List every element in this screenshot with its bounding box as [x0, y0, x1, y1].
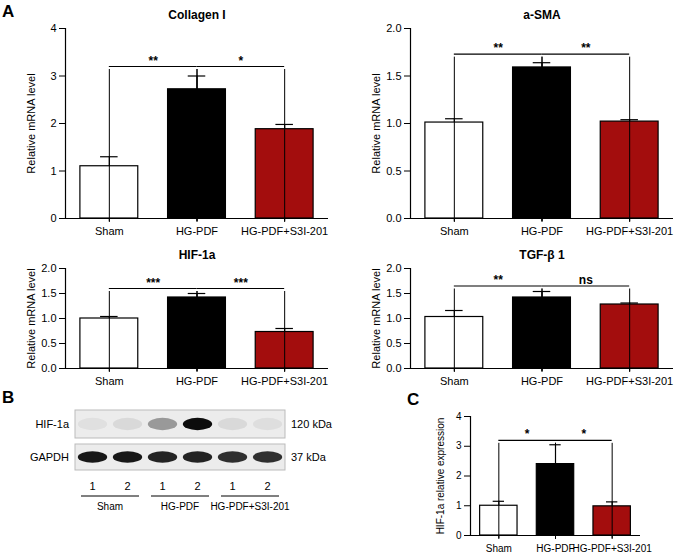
- svg-text:2: 2: [50, 117, 56, 129]
- svg-text:*: *: [581, 427, 586, 441]
- svg-text:2: 2: [456, 470, 462, 481]
- svg-text:HIF-1a: HIF-1a: [35, 418, 70, 430]
- html-text:A: A: [2, 2, 15, 21]
- svg-text:2.0: 2.0: [386, 262, 401, 274]
- svg-text:HG-PDF: HG-PDF: [521, 225, 563, 237]
- html-text:B: B: [2, 388, 15, 407]
- svg-text:Relative mRNA level: Relative mRNA level: [370, 268, 382, 368]
- svg-text:2.0: 2.0: [386, 22, 401, 34]
- svg-text:4: 4: [456, 411, 462, 422]
- svg-text:0.0: 0.0: [386, 212, 401, 224]
- svg-text:**: **: [493, 273, 503, 287]
- svg-text:***: ***: [146, 276, 160, 290]
- svg-text:1.0: 1.0: [41, 312, 56, 324]
- svg-text:1.0: 1.0: [386, 312, 401, 324]
- svg-text:1.0: 1.0: [386, 117, 401, 129]
- svg-text:HG-PDF: HG-PDF: [161, 501, 199, 512]
- svg-text:1.5: 1.5: [386, 287, 401, 299]
- svg-text:**: **: [581, 41, 591, 55]
- svg-text:HG-PDF+S3I-201: HG-PDF+S3I-201: [241, 375, 328, 387]
- svg-text:Sham: Sham: [440, 375, 469, 387]
- svg-text:HIF-1a: HIF-1a: [179, 248, 216, 262]
- svg-text:Sham: Sham: [486, 543, 512, 554]
- svg-text:HIF-1a relative expression: HIF-1a relative expression: [435, 418, 446, 535]
- svg-text:TGF-β 1: TGF-β 1: [519, 248, 565, 262]
- svg-text:2: 2: [264, 480, 270, 492]
- svg-text:0.5: 0.5: [386, 165, 401, 177]
- svg-text:HG-PDF+S3I-201: HG-PDF+S3I-201: [573, 543, 653, 554]
- svg-text:HG-PDF+S3I-201: HG-PDF+S3I-201: [586, 375, 673, 387]
- svg-text:HG-PDF+S3I-201: HG-PDF+S3I-201: [241, 225, 328, 237]
- svg-text:Relative mRNA level: Relative mRNA level: [25, 268, 37, 368]
- svg-text:Relative mRNA level: Relative mRNA level: [25, 73, 37, 173]
- svg-text:Sham: Sham: [440, 225, 469, 237]
- svg-text:0.5: 0.5: [41, 337, 56, 349]
- svg-text:HG-PDF+S3I-201: HG-PDF+S3I-201: [210, 501, 290, 512]
- svg-text:***: ***: [234, 276, 248, 290]
- svg-text:Relative mRNA level: Relative mRNA level: [370, 73, 382, 173]
- svg-text:3: 3: [456, 440, 462, 451]
- svg-text:0: 0: [50, 212, 56, 224]
- svg-text:1: 1: [229, 480, 235, 492]
- svg-text:0: 0: [456, 530, 462, 541]
- svg-text:1.5: 1.5: [386, 70, 401, 82]
- svg-text:1: 1: [456, 500, 462, 511]
- svg-text:4: 4: [50, 22, 56, 34]
- svg-text:2.0: 2.0: [41, 262, 56, 274]
- svg-text:37 kDa: 37 kDa: [291, 451, 327, 463]
- svg-text:HG-PDF: HG-PDF: [536, 543, 574, 554]
- html-text:C: C: [407, 390, 420, 409]
- svg-text:a-SMA: a-SMA: [523, 8, 561, 22]
- svg-text:2: 2: [124, 480, 130, 492]
- svg-text:Sham: Sham: [95, 375, 124, 387]
- svg-text:ns: ns: [579, 273, 593, 287]
- svg-text:1: 1: [159, 480, 165, 492]
- svg-text:HG-PDF: HG-PDF: [521, 375, 563, 387]
- svg-text:*: *: [525, 427, 530, 441]
- svg-text:HG-PDF: HG-PDF: [176, 375, 218, 387]
- svg-text:1: 1: [89, 480, 95, 492]
- svg-text:Sham: Sham: [97, 501, 123, 512]
- svg-text:Sham: Sham: [95, 225, 124, 237]
- svg-text:3: 3: [50, 70, 56, 82]
- svg-text:0.5: 0.5: [386, 337, 401, 349]
- svg-text:HG-PDF+S3I-201: HG-PDF+S3I-201: [586, 225, 673, 237]
- svg-text:**: **: [493, 41, 503, 55]
- svg-text:1.5: 1.5: [41, 287, 56, 299]
- svg-text:0.0: 0.0: [41, 362, 56, 374]
- svg-text:HG-PDF: HG-PDF: [176, 225, 218, 237]
- svg-text:*: *: [238, 54, 243, 68]
- svg-text:GAPDH: GAPDH: [30, 451, 69, 463]
- svg-text:**: **: [148, 54, 158, 68]
- svg-text:Collagen I: Collagen I: [168, 8, 225, 22]
- svg-text:1: 1: [50, 165, 56, 177]
- svg-text:0.0: 0.0: [386, 362, 401, 374]
- svg-text:120 kDa: 120 kDa: [291, 418, 333, 430]
- svg-text:2: 2: [194, 480, 200, 492]
